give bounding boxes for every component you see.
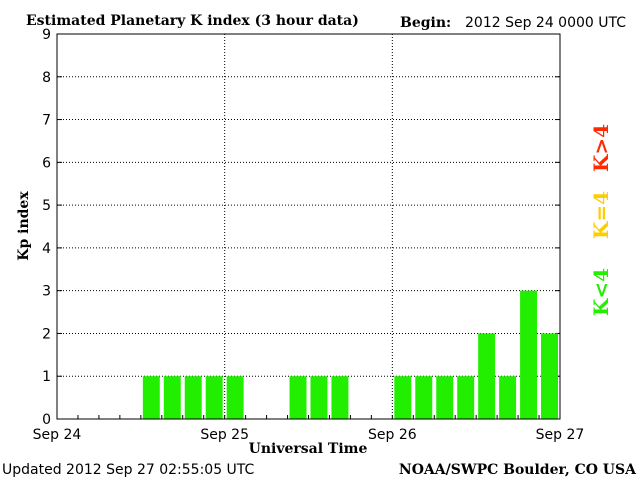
- bars-group: [142, 290, 558, 419]
- kp-bar: [436, 376, 454, 419]
- kp-bar: [142, 376, 160, 419]
- x-tick-label: Sep 26: [368, 427, 417, 443]
- kp-bar: [457, 376, 475, 419]
- kp-bar: [520, 290, 538, 419]
- legend-k-greater-4: K>4: [589, 124, 613, 172]
- y-tick-label: 4: [42, 241, 51, 257]
- plot-frame: [56, 33, 561, 420]
- y-tick-label: 5: [42, 198, 51, 214]
- kp-bar: [310, 376, 328, 419]
- x-axis-label: Universal Time: [249, 441, 368, 457]
- begin-value: 2012 Sep 24 0000 UTC: [465, 15, 626, 31]
- kp-bar: [415, 376, 433, 419]
- kp-bar: [289, 376, 307, 419]
- begin-label: Begin:: [400, 15, 451, 31]
- y-tick-label: 9: [42, 27, 51, 43]
- x-tick-label: Sep 24: [33, 427, 82, 443]
- x-tick-label: Sep 27: [536, 427, 585, 443]
- kp-bar: [163, 376, 181, 419]
- y-tick-label: 3: [42, 284, 51, 300]
- y-tick-label: 7: [42, 113, 51, 129]
- kp-bar: [184, 376, 202, 419]
- legend-k-less-4: K<4: [589, 268, 613, 316]
- x-tick-label: Sep 25: [200, 427, 249, 443]
- y-tick-label: 2: [42, 326, 51, 342]
- kp-bar: [331, 376, 349, 419]
- kp-bar: [205, 376, 223, 419]
- legend-k-equal-4: K=4: [589, 191, 613, 239]
- x-tick-labels: Sep 24 Sep 25 Sep 26 Sep 27: [33, 427, 585, 443]
- y-tick-label: 1: [42, 369, 51, 385]
- data-source-label: NOAA/SWPC Boulder, CO USA: [399, 462, 637, 478]
- y-tick-labels: 0 1 2 3 4 5 6 7 8 9: [42, 27, 51, 428]
- kp-bar: [394, 376, 412, 419]
- y-tick-label: 0: [42, 412, 51, 428]
- kp-bar: [478, 333, 496, 419]
- chart-title: Estimated Planetary K index (3 hour data…: [26, 13, 359, 29]
- updated-timestamp: Updated 2012 Sep 27 02:55:05 UTC: [2, 462, 255, 478]
- kp-bar: [499, 376, 517, 419]
- y-tick-label: 6: [42, 155, 51, 171]
- y-tick-label: 8: [42, 70, 51, 86]
- y-axis-label: Kp index: [16, 191, 32, 261]
- kp-bar: [226, 376, 244, 419]
- kp-bar: [541, 333, 558, 419]
